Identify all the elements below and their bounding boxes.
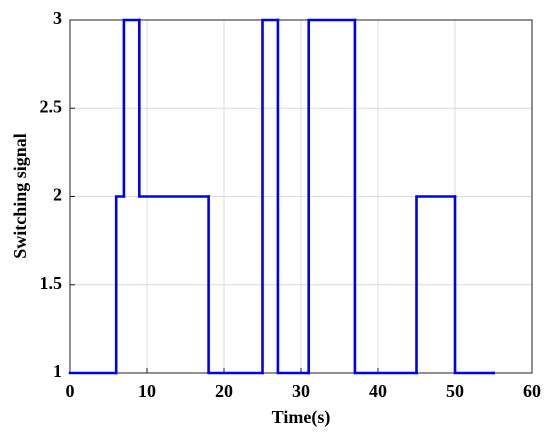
x-tick-label: 50 xyxy=(446,381,464,401)
x-tick-label: 10 xyxy=(138,381,156,401)
y-tick-label: 2 xyxy=(53,185,62,205)
x-tick-label: 40 xyxy=(369,381,387,401)
x-tick-label: 0 xyxy=(66,381,75,401)
x-axis-label: Time(s) xyxy=(272,407,331,428)
y-tick-label: 1 xyxy=(53,361,62,381)
step-segment xyxy=(114,195,126,375)
step-segment xyxy=(307,18,357,375)
x-tick-label: 60 xyxy=(523,381,541,401)
step-segment xyxy=(276,18,310,375)
step-segment xyxy=(353,18,418,375)
y-axis-label: Switching signal xyxy=(10,133,30,259)
x-tick-label: 20 xyxy=(215,381,233,401)
x-tick-label: 30 xyxy=(292,381,310,401)
step-segment xyxy=(138,18,210,198)
y-tick-label: 3 xyxy=(53,8,62,28)
step-segment xyxy=(453,195,495,375)
y-tick-label: 2.5 xyxy=(40,96,63,116)
step-segment xyxy=(261,18,280,375)
step-segment xyxy=(207,195,264,375)
step-segment xyxy=(122,18,141,198)
y-tick-label: 1.5 xyxy=(40,273,63,293)
step-segment xyxy=(415,195,457,375)
